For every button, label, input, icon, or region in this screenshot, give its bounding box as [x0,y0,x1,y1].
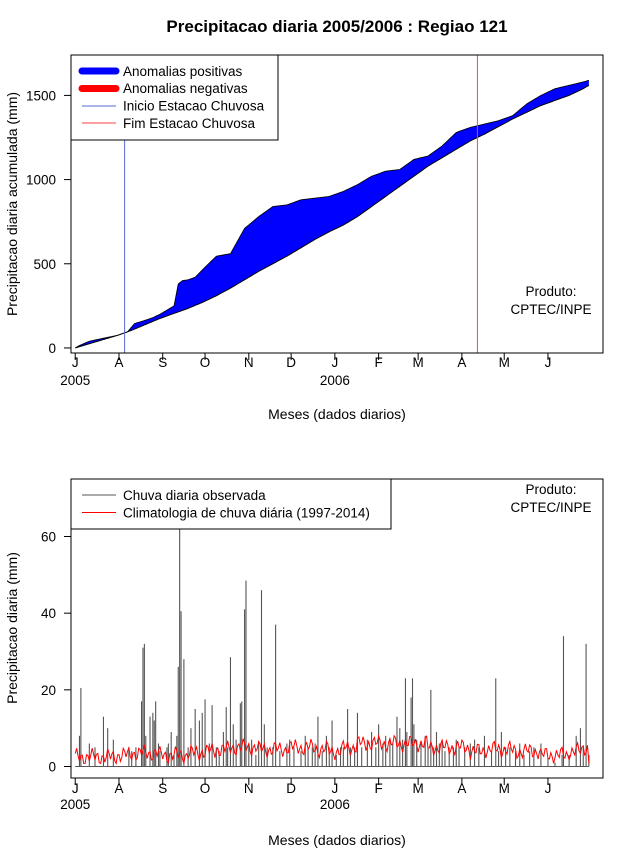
legend-box-top [70,54,279,141]
x-tick-label: J [72,781,79,796]
legend-label-start: Inicio Estacao Chuvosa [123,99,265,114]
x-tick-label: D [286,355,296,370]
plot-frame-top [70,54,604,354]
y-tick-label: 1000 [26,173,56,188]
x-axis-label-top: Meses (dados diarios) [268,406,406,422]
product-value-bottom: CPTEC/INPE [510,500,591,515]
chart-title: Precipitacao diaria 2005/2006 : Regiao 1… [166,17,507,36]
x-tick-label: A [457,355,466,370]
legend-box-bottom [70,478,392,530]
x-tick-label: S [158,781,167,796]
legend-label-observed: Chuva diaria observada [123,488,266,503]
x-tick-label: S [158,355,167,370]
x-tick-label: A [114,781,123,796]
y-axis-label-top: Precipitacao diaria acumulada (mm) [4,92,20,316]
x-tick-label: F [375,355,383,370]
legend-bottom: Chuva diaria observada Climatologia de c… [70,478,392,530]
x-tick-label: O [200,781,211,796]
x-tick-label: J [332,355,339,370]
legend-label-end: Fim Estacao Chuvosa [123,116,256,131]
x-tick-label: M [499,355,510,370]
x-tick-label: O [200,355,211,370]
x-tick-label: J [72,355,79,370]
legend-label-climatology: Climatologia de chuva diária (1997-2014) [123,506,370,521]
anomaly-areas [75,79,590,349]
y-axis-label-bottom: Precipitacao diaria (mm) [4,552,20,704]
x-tick-label: M [499,781,510,796]
y-tick-label: 60 [41,530,56,545]
year-label: 2006 [320,373,350,388]
y-tick-label: 0 [48,341,56,356]
x-tick-label: J [545,781,552,796]
y-tick-label: 500 [33,257,56,272]
y-tick-label: 0 [48,760,56,775]
legend-label-negative: Anomalias negativas [123,81,248,96]
x-axis-label-bottom: Meses (dados diarios) [268,832,406,848]
year-label: 2006 [320,797,350,812]
x-tick-label: D [286,781,296,796]
x-tick-label: N [244,781,254,796]
year-label: 2005 [60,797,90,812]
x-tick-label: A [457,781,466,796]
legend-label-positive: Anomalias positivas [123,64,243,79]
climatology-cumulative-line [75,84,590,349]
x-tick-label: M [413,355,424,370]
x-tick-label: J [545,355,552,370]
x-tick-label: M [413,781,424,796]
x-tick-label: N [244,355,254,370]
y-axis-ticks-bottom: 0 20 40 60 [41,530,71,775]
product-label-top: Produto: [525,284,576,299]
y-tick-label: 40 [41,606,56,621]
product-value-top: CPTEC/INPE [510,302,591,317]
x-tick-label: F [375,781,383,796]
x-tick-label: A [114,355,123,370]
year-label: 2005 [60,373,90,388]
legend-top: Anomalias positivas Anomalias negativas … [70,54,279,141]
positive-anomaly-area [75,80,589,348]
y-tick-label: 1500 [26,88,56,103]
y-tick-label: 20 [41,683,56,698]
climatology-line [74,733,590,765]
product-label-bottom: Produto: [525,482,576,497]
accumulated-precipitation-chart: J A S O N D J F M A M J 2005 2006 0 500 1000 1500 [26,54,604,388]
observed-cumulative-line [75,79,590,349]
x-axis-ticks-top: J A S O N D J F M A M J 2005 2006 [60,353,551,388]
x-tick-label: J [332,781,339,796]
y-axis-ticks-top: 0 500 1000 1500 [26,88,71,356]
